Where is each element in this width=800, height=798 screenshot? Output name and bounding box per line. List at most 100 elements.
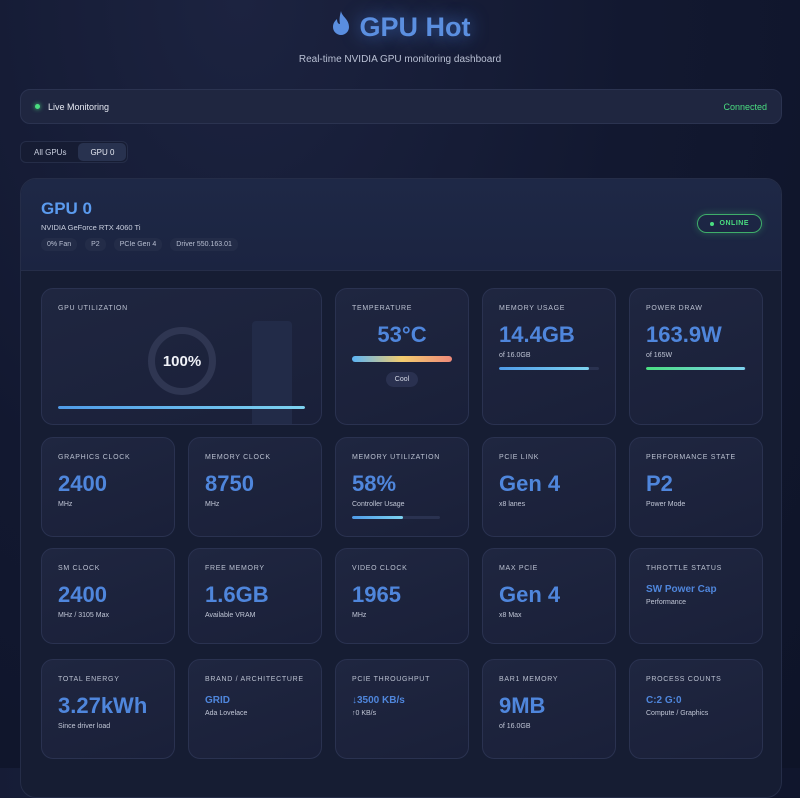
metric-sub: of 165W [646,352,673,359]
metric-label: PERFORMANCE STATE [646,454,736,461]
metric-value: P2 [646,471,673,496]
metric-sub: of 16.0GB [499,352,531,359]
metric-value: 2400 [58,582,107,607]
metric-label: FREE MEMORY [205,565,265,572]
metric-gclk: GRAPHICS CLOCK 2400 MHz [41,437,175,537]
metric-label: BRAND / ARCHITECTURE [205,676,304,683]
metric-sub: of 16.0GB [499,723,531,730]
metric-value: Gen 4 [499,582,561,607]
metric-sub: MHz [58,501,73,508]
metric-label: MEMORY CLOCK [205,454,271,461]
tab-all-gpus[interactable]: All GPUs [34,147,67,157]
metric-sub: Controller Usage [352,501,405,508]
metric-label: MAX PCIE [499,565,539,572]
metric-sub: Compute / Graphics [646,710,709,717]
metric-gpu-utilization: GPU UTILIZATION 100% [41,288,322,425]
metric-memory-usage: MEMORY USAGE 14.4GB of 16.0GB [482,288,616,425]
metric-value: GRID [205,695,230,706]
metric-vclk: VIDEO CLOCK 1965 MHz [335,548,469,644]
metric-sub: Ada Lovelace [205,710,248,717]
metric-tput: PCIE THROUGHPUT ↓3500 KB/s ↑0 KB/s [335,659,469,759]
app-title: GPU Hot [0,10,800,43]
metric-value: 14.4GB [499,322,575,347]
live-dot-icon [35,104,40,109]
utilization-bar [58,406,305,409]
metric-label: GRAPHICS CLOCK [58,454,131,461]
metric-value: 1.6GB [205,582,269,607]
metric-label: SM CLOCK [58,565,101,572]
metric-label: GPU UTILIZATION [58,305,128,312]
metric-value: 58% [352,471,397,496]
metric-label: TEMPERATURE [352,305,413,312]
title-text: GPU Hot [359,12,471,42]
metric-sub: ↑0 KB/s [352,710,377,717]
metric-value: SW Power Cap [646,584,717,595]
metric-value: 163.9W [646,322,722,347]
metric-brand: BRAND / ARCHITECTURE GRID Ada Lovelace [188,659,322,759]
metric-value: 8750 [205,471,254,496]
subtitle: Real-time NVIDIA GPU monitoring dashboar… [298,54,502,65]
utilization-value: 100% [162,352,202,370]
metric-value: 3.27kWh [58,693,148,718]
online-badge: ONLINE [696,214,762,233]
metric-value: 2400 [58,471,107,496]
flame-icon [330,10,352,43]
metric-value: 1965 [352,582,401,607]
gpu-name: GPU 0 [41,199,93,218]
metric-mutil: MEMORY UTILIZATION 58% Controller Usage [335,437,469,537]
utilization-history-chart [252,321,292,424]
metric-sub: MHz / 3105 Max [58,612,109,619]
metric-value: 53°C [377,322,427,347]
metric-proc: PROCESS COUNTS C:2 G:0 Compute / Graphics [629,659,763,759]
fan-chip: 0% Fan [41,238,78,251]
pstate-chip: P2 [85,238,106,251]
metric-sub: Power Mode [646,501,686,508]
status-bar: Live Monitoring Connected [20,89,782,124]
metric-temperature: TEMPERATURE 53°C Cool [335,288,469,425]
metric-label: VIDEO CLOCK [352,565,408,572]
online-dot-icon [709,221,714,226]
temperature-scale [352,356,452,362]
metric-value: Gen 4 [499,471,561,496]
metric-pcie: PCIE LINK Gen 4 x8 lanes [482,437,616,537]
temperature-badge: Cool [385,372,419,387]
metric-maxpcie: MAX PCIE Gen 4 x8 Max [482,548,616,644]
metric-sub: x8 Max [499,612,522,619]
metric-energy: TOTAL ENERGY 3.27kWh Since driver load [41,659,175,759]
metric-label: PROCESS COUNTS [646,676,722,683]
pcie-chip: PCIe Gen 4 [113,238,163,251]
metrics-grid: GPU UTILIZATION 100% TEMPERATURE 53°C Co… [41,288,763,425]
metric-sub: x8 lanes [499,501,526,508]
metric-smclk: SM CLOCK 2400 MHz / 3105 Max [41,548,175,644]
metric-free: FREE MEMORY 1.6GB Available VRAM [188,548,322,644]
metric-sub: Available VRAM [205,612,256,619]
utilization-gauge: 100% [148,327,216,395]
metric-sub: Performance [646,599,687,606]
metric-value: C:2 G:0 [646,695,682,706]
metric-power-draw: POWER DRAW 163.9W of 165W [629,288,763,425]
metric-value: ↓3500 KB/s [352,695,405,706]
gpu-card-header: GPU 0 NVIDIA GeForce RTX 4060 Ti 0% Fan … [21,179,781,271]
metric-value: 9MB [499,693,546,718]
live-label: Live Monitoring [48,101,110,112]
metric-bar1: BAR1 MEMORY 9MB of 16.0GB [482,659,616,759]
connection-status: Connected [723,101,767,112]
memory-utilization-bar [352,516,440,519]
gpu-card: GPU 0 NVIDIA GeForce RTX 4060 Ti 0% Fan … [20,178,782,798]
metric-sub: MHz [352,612,367,619]
metric-mclk: MEMORY CLOCK 8750 MHz [188,437,322,537]
gpu-tabs: All GPUs GPU 0 [20,141,129,163]
metrics-grid-rest: GRAPHICS CLOCK 2400 MHz MEMORY CLOCK 8750 MHz… [41,437,763,759]
driver-chip: Driver 550.163.01 [170,238,238,251]
metric-pstate: PERFORMANCE STATE P2 Power Mode [629,437,763,537]
gpu-model: NVIDIA GeForce RTX 4060 Ti [41,223,141,232]
metric-label: THROTTLE STATUS [646,565,722,572]
tab-gpu-0[interactable]: GPU 0 [78,143,127,161]
metric-label: PCIE LINK [499,454,540,461]
metric-label: POWER DRAW [646,305,703,312]
metric-label: TOTAL ENERGY [58,676,120,683]
power-bar [646,367,746,370]
metric-throttle: THROTTLE STATUS SW Power Cap Performance [629,548,763,644]
metric-label: MEMORY UTILIZATION [352,454,441,461]
metric-label: PCIE THROUGHPUT [352,676,431,683]
